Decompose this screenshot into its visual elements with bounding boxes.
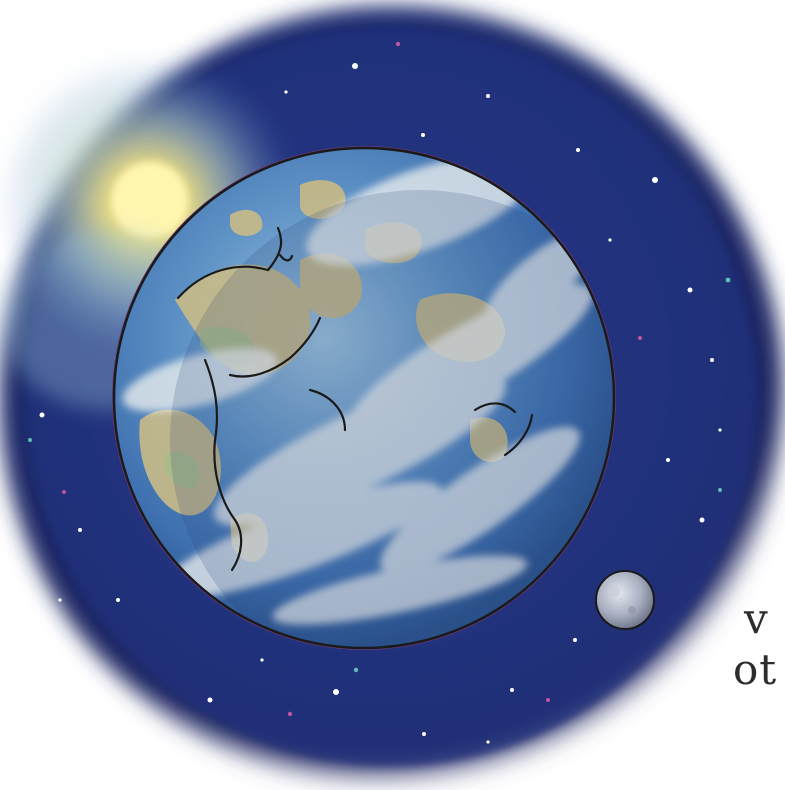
- stars: [39, 63, 722, 744]
- moon-icon: [595, 570, 655, 630]
- cut-off-text-line-1: v: [744, 594, 769, 643]
- globe-icon: [112, 146, 616, 650]
- cut-off-text-line-2: ot: [733, 645, 778, 694]
